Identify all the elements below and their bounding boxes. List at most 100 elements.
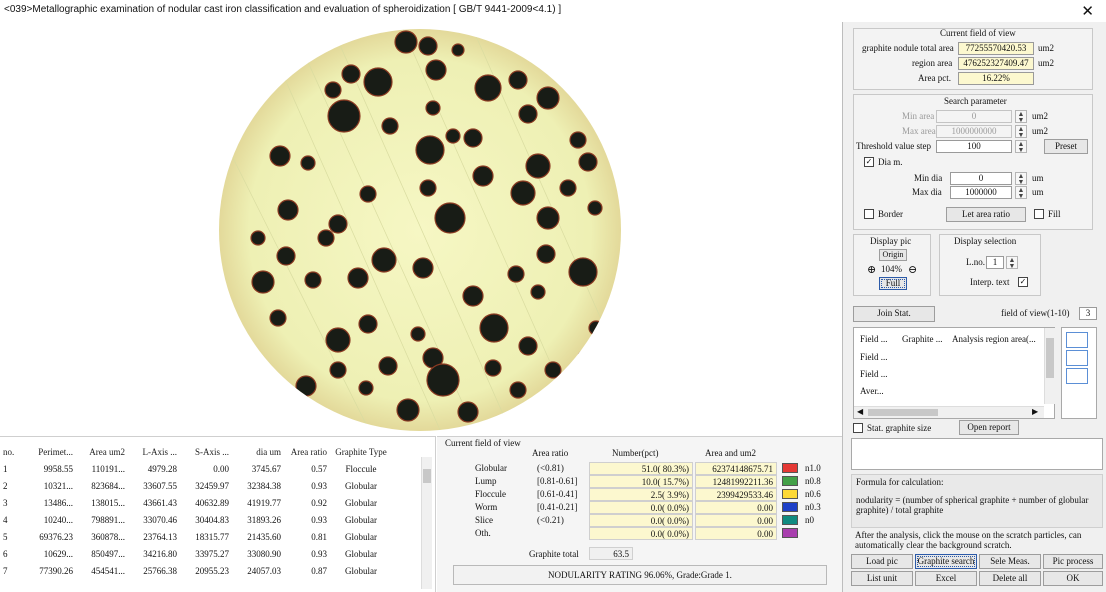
- min-dia-input[interactable]: 0: [950, 172, 1012, 185]
- color-cell[interactable]: [1066, 368, 1088, 384]
- pic-process-button[interactable]: Pic process: [1043, 554, 1103, 569]
- column-header[interactable]: Perimet...: [38, 446, 73, 457]
- area-value: 0.00: [695, 514, 777, 527]
- close-icon[interactable]: ✕: [1081, 2, 1094, 20]
- table-row[interactable]: 3 13486... 138015... 43661.43 40632.89 41919.…: [0, 494, 392, 511]
- number-value: 51.0( 80.3%): [589, 462, 693, 475]
- min-area-label: Min area: [902, 111, 935, 121]
- min-dia-spinner[interactable]: ▲ ▼: [1015, 172, 1027, 186]
- column-header[interactable]: no.: [3, 446, 15, 457]
- table-header-row: no. Perimet... Area um2 L-Axis ... S-Axi…: [0, 443, 392, 460]
- lno-spinner[interactable]: ▲ ▼: [1006, 256, 1018, 270]
- delete-all-button[interactable]: Delete all: [979, 571, 1041, 586]
- let-area-ratio-button[interactable]: Let area ratio: [946, 207, 1026, 222]
- fov-range-input[interactable]: 3: [1079, 307, 1097, 320]
- table-cell: Globular: [345, 497, 377, 508]
- column-header[interactable]: Area um2: [89, 446, 125, 457]
- fill-checkbox[interactable]: [1034, 209, 1044, 219]
- scrollbar-thumb[interactable]: [868, 409, 938, 416]
- full-button[interactable]: Full: [879, 277, 907, 290]
- table-cell: 7: [3, 565, 8, 576]
- column-header[interactable]: Area ratio: [290, 446, 327, 457]
- max-area-spinner[interactable]: ▲ ▼: [1015, 125, 1027, 139]
- threshold-input[interactable]: 100: [936, 140, 1012, 153]
- color-cell[interactable]: [1066, 332, 1088, 348]
- max-area-input[interactable]: 1000000000: [936, 125, 1012, 138]
- sele-meas-button[interactable]: Sele Meas.: [979, 554, 1041, 569]
- column-header[interactable]: L-Axis ...: [142, 446, 178, 457]
- area-pct-field: 16.22%: [958, 72, 1034, 85]
- table-row[interactable]: 4 10240... 798891... 33070.46 30404.83 31893.…: [0, 511, 392, 528]
- table-cell: 4979.28: [147, 463, 177, 474]
- table-cell: 0.92: [311, 497, 327, 508]
- table-cell: 32384.38: [247, 480, 281, 491]
- column-header[interactable]: dia um: [256, 446, 281, 457]
- field-list[interactable]: Field ... Graphite ... Analysis region a…: [853, 327, 1055, 419]
- interp-text-checkbox[interactable]: ✓: [1018, 277, 1028, 287]
- table-row[interactable]: 7 77390.26 454541... 25766.38 20955.23 24057.…: [0, 562, 392, 579]
- column-header[interactable]: S-Axis ...: [194, 446, 229, 457]
- table-cell: Globular: [345, 548, 377, 559]
- total-area-field: 77255570420.53: [958, 42, 1034, 55]
- window-title: <039>Metallographic examination of nodul…: [4, 4, 562, 15]
- min-area-spinner[interactable]: ▲ ▼: [1015, 110, 1027, 124]
- max-dia-input[interactable]: 1000000: [950, 186, 1012, 199]
- excel-button[interactable]: Excel: [915, 571, 977, 586]
- color-swatch[interactable]: [782, 502, 798, 512]
- scrollbar-thumb[interactable]: [1046, 338, 1054, 378]
- table-row[interactable]: 5 69376.23 360878... 23764.13 18315.77 21435.…: [0, 528, 392, 545]
- number-value: 0.0( 0.0%): [589, 514, 693, 527]
- stats-title: Current field of view: [445, 438, 521, 448]
- table-row[interactable]: 6 10629... 850497... 34216.80 33975.27 33080.…: [0, 545, 392, 562]
- list-item[interactable]: Field ...: [860, 352, 888, 362]
- table-cell: 798891...: [91, 514, 125, 525]
- table-cell: 33070.46: [143, 514, 177, 525]
- table-row[interactable]: 1 9958.55 110191... 4979.28 0.00 3745.67 0.57 F…: [0, 460, 392, 477]
- ok-button[interactable]: OK: [1043, 571, 1103, 586]
- lno-input[interactable]: 1: [986, 256, 1004, 269]
- zoom-out-icon[interactable]: ⊖: [908, 264, 918, 276]
- scroll-right-icon[interactable]: ▶: [1032, 407, 1039, 416]
- preset-button[interactable]: Preset: [1044, 139, 1088, 154]
- stat-graphite-size-checkbox[interactable]: [853, 423, 863, 433]
- graphite-search-button[interactable]: Graphite search: [915, 554, 977, 569]
- table-cell: 25766.38: [143, 565, 177, 576]
- color-swatch[interactable]: [782, 489, 798, 499]
- list-unit-button[interactable]: List unit: [851, 571, 913, 586]
- list-horizontal-scrollbar[interactable]: ◀ ▶: [854, 406, 1044, 418]
- column-header[interactable]: Graphite Type: [335, 446, 387, 457]
- table-cell: 43661.43: [143, 497, 177, 508]
- zoom-in-icon[interactable]: ⊕: [867, 264, 877, 276]
- list-vertical-scrollbar[interactable]: [1044, 328, 1055, 404]
- min-area-input[interactable]: 0: [936, 110, 1012, 123]
- number-value: 0.0( 0.0%): [589, 501, 693, 514]
- image-viewer[interactable]: [0, 22, 842, 435]
- scroll-left-icon[interactable]: ◀: [857, 407, 864, 416]
- interp-text-label: Interp. text: [970, 277, 1010, 287]
- max-dia-spinner[interactable]: ▲ ▼: [1015, 186, 1027, 200]
- border-checkbox[interactable]: [864, 209, 874, 219]
- fov-range-label: field of view(1-10): [1001, 308, 1070, 318]
- area-value: 0.00: [695, 527, 777, 540]
- color-swatch[interactable]: [782, 528, 798, 538]
- scrollbar-thumb[interactable]: [423, 469, 431, 483]
- table-row[interactable]: 2 10321... 823684... 33607.55 32459.97 32384.…: [0, 477, 392, 494]
- color-cell[interactable]: [1066, 350, 1088, 366]
- grade-label: n1.0: [805, 463, 821, 473]
- open-report-button[interactable]: Open report: [959, 420, 1019, 435]
- color-swatch[interactable]: [782, 463, 798, 473]
- dia-checkbox[interactable]: ✓: [864, 157, 874, 167]
- color-swatch[interactable]: [782, 515, 798, 525]
- grade-label: n0.8: [805, 476, 821, 486]
- threshold-spinner[interactable]: ▲ ▼: [1015, 140, 1027, 154]
- color-swatch[interactable]: [782, 476, 798, 486]
- grade-label: n0.3: [805, 502, 821, 512]
- load-pic-button[interactable]: Load pic: [851, 554, 913, 569]
- formula-box: Formula for calculation: nodularity = (n…: [851, 474, 1103, 528]
- origin-button[interactable]: Origin: [879, 249, 907, 261]
- join-stat-button[interactable]: Join Stat.: [853, 306, 935, 322]
- list-item[interactable]: Field ...: [860, 369, 888, 379]
- table-scrollbar[interactable]: [421, 457, 432, 589]
- list-item[interactable]: Aver...: [860, 386, 884, 396]
- table-cell: 0.57: [311, 463, 327, 474]
